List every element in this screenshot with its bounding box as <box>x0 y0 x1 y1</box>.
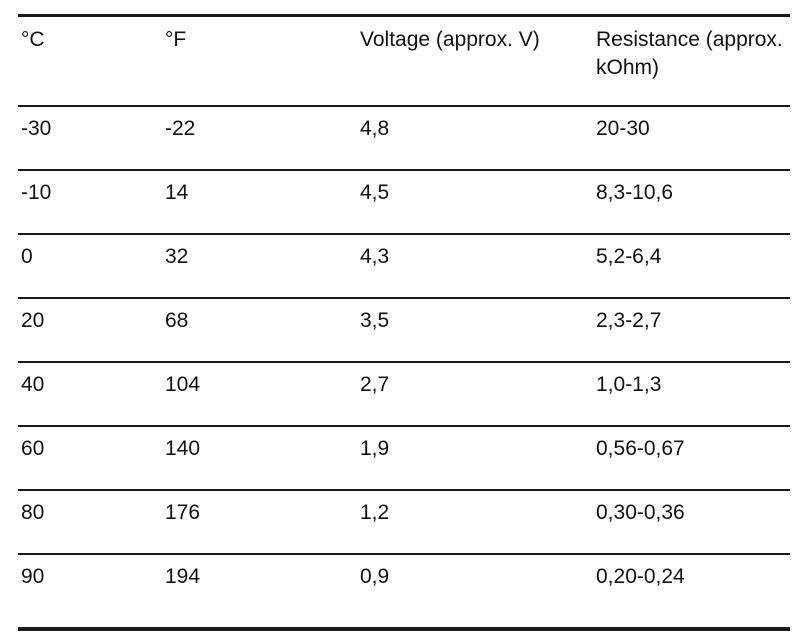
cell-resistance: 0,20-0,24 <box>596 565 685 588</box>
header-fahrenheit: °F <box>165 28 187 51</box>
table-bottom-rule <box>18 627 790 631</box>
cell-resistance: 0,56-0,67 <box>596 437 685 460</box>
table-header-row: °C °F Voltage (approx. V) Resistance (ap… <box>18 17 790 107</box>
cell-celsius: 0 <box>21 245 33 268</box>
cell-voltage: 4,5 <box>360 181 390 204</box>
table-row: -10 14 4,5 8,3-10,6 <box>18 171 790 235</box>
cell-fahrenheit: 176 <box>165 501 201 524</box>
cell-fahrenheit: 14 <box>165 181 189 204</box>
cell-voltage: 4,8 <box>360 117 390 140</box>
cell-resistance: 5,2-6,4 <box>596 245 662 268</box>
cell-resistance: 1,0-1,3 <box>596 373 662 396</box>
cell-fahrenheit: 194 <box>165 565 201 588</box>
cell-voltage: 4,3 <box>360 245 390 268</box>
cell-celsius: 20 <box>21 309 45 332</box>
table-top-rule <box>18 14 790 17</box>
table-row: 0 32 4,3 5,2-6,4 <box>18 235 790 299</box>
header-celsius: °C <box>21 28 45 51</box>
cell-celsius: -30 <box>21 117 52 140</box>
table-row: -30 -22 4,8 20-30 <box>18 107 790 171</box>
header-voltage: Voltage (approx. V) <box>360 28 540 51</box>
table-row: 60 140 1,9 0,56-0,67 <box>18 427 790 491</box>
header-resistance: Resistance (approx. kOhm) <box>596 28 783 79</box>
cell-celsius: -10 <box>21 181 52 204</box>
cell-celsius: 40 <box>21 373 45 396</box>
table-row: 20 68 3,5 2,3-2,7 <box>18 299 790 363</box>
cell-fahrenheit: 104 <box>165 373 201 396</box>
cell-voltage: 3,5 <box>360 309 390 332</box>
cell-fahrenheit: 140 <box>165 437 201 460</box>
cell-resistance: 20-30 <box>596 117 650 140</box>
cell-resistance: 8,3-10,6 <box>596 181 674 204</box>
temperature-sensor-table: °C °F Voltage (approx. V) Resistance (ap… <box>18 14 790 625</box>
cell-celsius: 90 <box>21 565 45 588</box>
cell-celsius: 60 <box>21 437 45 460</box>
cell-fahrenheit: 32 <box>165 245 189 268</box>
cell-resistance: 0,30-0,36 <box>596 501 685 524</box>
cell-resistance: 2,3-2,7 <box>596 309 662 332</box>
table-row: 90 194 0,9 0,20-0,24 <box>18 555 790 625</box>
cell-voltage: 2,7 <box>360 373 390 396</box>
table-row: 80 176 1,2 0,30-0,36 <box>18 491 790 555</box>
cell-voltage: 1,9 <box>360 437 390 460</box>
cell-fahrenheit: -22 <box>165 117 196 140</box>
cell-fahrenheit: 68 <box>165 309 189 332</box>
cell-voltage: 1,2 <box>360 501 390 524</box>
cell-voltage: 0,9 <box>360 565 390 588</box>
cell-celsius: 80 <box>21 501 45 524</box>
table-row: 40 104 2,7 1,0-1,3 <box>18 363 790 427</box>
